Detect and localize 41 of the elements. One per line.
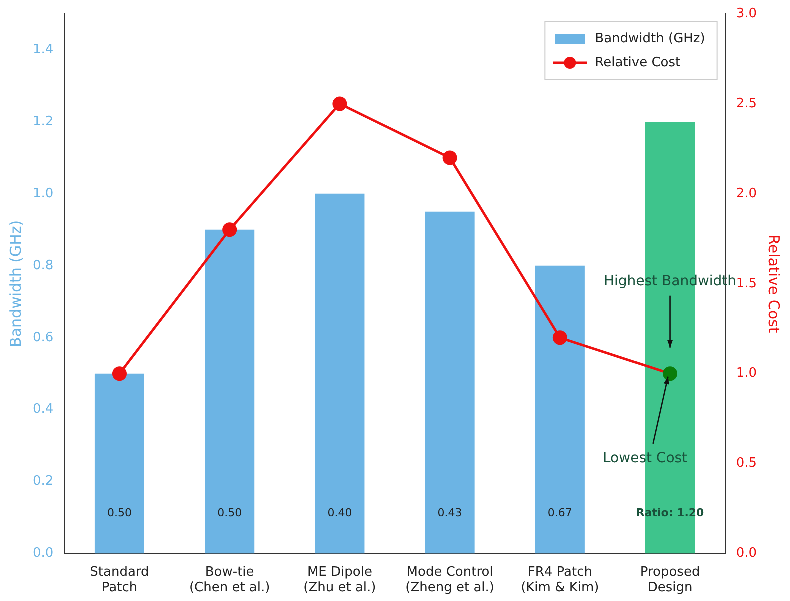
y2-tick-label: 2.5 [736, 96, 758, 112]
y2-axis-title: Relative Cost [765, 234, 784, 334]
bar [535, 266, 585, 554]
point [332, 96, 348, 112]
point [663, 366, 678, 382]
x-tick-label: ME Dipole (Zhu et al.) [304, 564, 376, 596]
x-tick-label: Standard Patch [90, 564, 150, 596]
bar [94, 374, 145, 554]
annotation: 0.50 [107, 506, 132, 520]
point [112, 366, 127, 382]
y-tick-label: 1.2 [32, 114, 54, 130]
annotation: 0.40 [328, 506, 352, 520]
y-tick-label: 0.8 [32, 258, 54, 274]
annotation: 0.43 [438, 506, 462, 520]
bar [425, 212, 475, 554]
x-tick-label: Mode Control (Zheng et al.) [406, 564, 494, 596]
y2-tick-label: 0.5 [736, 456, 758, 472]
bar [315, 194, 365, 554]
y2-tick-label: 1.5 [736, 276, 758, 292]
x-tick-label: Proposed Design [640, 564, 700, 596]
bar [205, 230, 255, 554]
y-tick-label: 0.6 [32, 330, 54, 346]
y-tick-label: 1.0 [32, 186, 54, 202]
y-tick-label: 0.2 [32, 474, 54, 490]
y-tick-label: 0.0 [32, 546, 54, 562]
y2-tick-label: 1.0 [736, 366, 758, 382]
y2-tick-label: 2.0 [736, 186, 758, 202]
point [552, 330, 568, 346]
x-tick-label: FR4 Patch (Kim & Kim) [521, 564, 600, 596]
y2-tick-label: 0.0 [736, 546, 758, 562]
y-axis-title: Bandwidth (GHz) [6, 220, 25, 348]
y2-tick-label: 3.0 [736, 6, 758, 22]
legend-label: Bandwidth (GHz) [595, 31, 706, 46]
annotation: 0.50 [218, 506, 242, 520]
y-tick-label: 0.4 [32, 402, 54, 418]
point [222, 222, 238, 238]
point [442, 150, 458, 166]
legend-label: Relative Cost [595, 55, 681, 70]
annotation: 0.67 [548, 506, 572, 520]
y-tick-label: 1.4 [32, 42, 54, 58]
x-tick-label: Bow-tie (Chen et al.) [189, 564, 270, 596]
